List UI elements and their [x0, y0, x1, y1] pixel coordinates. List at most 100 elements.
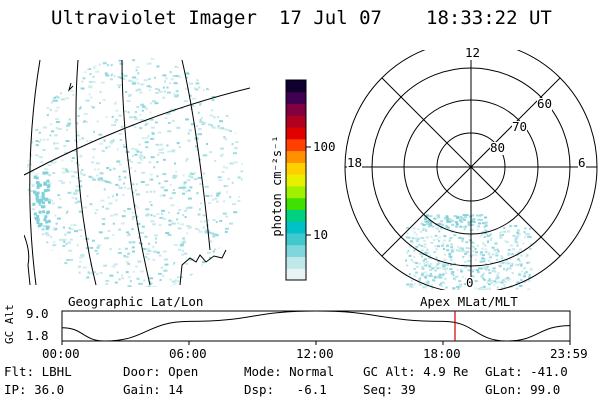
emission-pixel	[149, 282, 153, 285]
emission-pixel	[516, 244, 519, 247]
emission-pixel	[71, 196, 75, 199]
emission-pixel	[42, 196, 45, 200]
emission-pixel	[84, 121, 88, 123]
emission-pixel	[449, 268, 453, 271]
emission-pixel	[235, 57, 239, 60]
emission-pixel	[154, 290, 158, 292]
emission-pixel	[32, 75, 36, 77]
emission-pixel	[247, 136, 251, 138]
emission-pixel	[118, 247, 121, 250]
emission-pixel	[94, 212, 97, 215]
emission-pixel	[147, 285, 151, 287]
emission-pixel	[485, 269, 488, 272]
emission-pixel	[202, 261, 205, 264]
emission-pixel	[109, 214, 114, 217]
emission-pixel	[174, 162, 176, 165]
emission-pixel	[32, 184, 34, 187]
emission-pixel	[137, 161, 142, 164]
emission-pixel	[67, 231, 71, 234]
emission-pixel	[155, 92, 159, 94]
emission-pixel	[35, 176, 39, 180]
emission-pixel	[119, 139, 122, 141]
colorbar-cell	[286, 174, 306, 187]
emission-pixel	[242, 202, 243, 205]
emission-pixel	[462, 214, 466, 217]
emission-pixel	[117, 252, 122, 254]
emission-pixel	[81, 137, 85, 140]
emission-pixel	[233, 152, 237, 155]
emission-pixel	[225, 129, 230, 132]
emission-pixel	[212, 250, 215, 253]
emission-pixel	[222, 245, 225, 248]
emission-pixel	[526, 235, 530, 238]
emission-pixel	[68, 118, 71, 121]
emission-pixel	[436, 263, 440, 266]
emission-pixel	[440, 228, 443, 230]
emission-pixel	[450, 264, 453, 266]
emission-pixel	[474, 254, 478, 257]
emission-pixel	[500, 255, 503, 258]
emission-pixel	[247, 211, 250, 213]
emission-pixel	[521, 270, 524, 273]
emission-pixel	[185, 206, 189, 209]
emission-pixel	[501, 261, 505, 264]
emission-pixel	[241, 200, 243, 203]
emission-pixel	[53, 226, 56, 229]
emission-pixel	[183, 60, 186, 63]
colorbar-cell	[286, 232, 306, 246]
emission-pixel	[491, 270, 495, 272]
emission-pixel	[232, 87, 236, 90]
emission-pixel	[75, 280, 79, 282]
emission-pixel	[39, 292, 42, 294]
emission-pixel	[107, 145, 111, 148]
emission-pixel	[177, 75, 182, 78]
emission-pixel	[42, 273, 45, 275]
emission-pixel	[234, 131, 238, 134]
emission-pixel	[474, 258, 477, 261]
emission-pixel	[79, 180, 82, 183]
emission-pixel	[237, 176, 241, 179]
emission-pixel	[423, 239, 427, 242]
emission-pixel	[56, 258, 60, 261]
emission-pixel	[474, 251, 478, 254]
emission-pixel	[78, 280, 81, 283]
emission-pixel	[436, 214, 440, 217]
emission-pixel	[77, 189, 80, 192]
emission-pixel	[110, 64, 113, 67]
emission-pixel	[436, 237, 439, 240]
emission-pixel	[529, 227, 532, 230]
emission-pixel	[140, 83, 145, 86]
emission-pixel	[37, 263, 42, 265]
emission-pixel	[239, 133, 243, 136]
emission-pixel	[207, 219, 210, 222]
emission-pixel	[197, 213, 201, 216]
emission-pixel	[123, 110, 127, 113]
emission-pixel	[506, 262, 510, 265]
emission-pixel	[105, 74, 110, 77]
emission-pixel	[43, 189, 47, 193]
emission-pixel	[83, 206, 88, 209]
emission-pixel	[92, 75, 95, 78]
emission-pixel	[124, 176, 127, 179]
emission-pixel	[482, 288, 486, 290]
emission-pixel	[181, 249, 184, 252]
emission-pixel	[114, 199, 118, 202]
emission-pixel	[416, 238, 420, 240]
emission-pixel	[525, 271, 528, 273]
emission-pixel	[170, 285, 174, 287]
emission-pixel	[512, 248, 515, 251]
emission-pixel	[90, 246, 94, 249]
emission-pixel	[180, 282, 185, 285]
emission-pixel	[79, 106, 82, 109]
emission-pixel	[223, 165, 225, 168]
emission-pixel	[460, 270, 464, 273]
emission-pixel	[111, 195, 114, 198]
emission-pixel	[131, 147, 136, 150]
emission-pixel	[122, 77, 126, 80]
time-label: 18:33:22 UT	[426, 7, 552, 29]
emission-pixel	[510, 253, 513, 256]
emission-pixel	[509, 244, 513, 247]
emission-pixel	[508, 278, 511, 281]
emission-pixel	[102, 62, 107, 65]
emission-pixel	[240, 170, 243, 173]
